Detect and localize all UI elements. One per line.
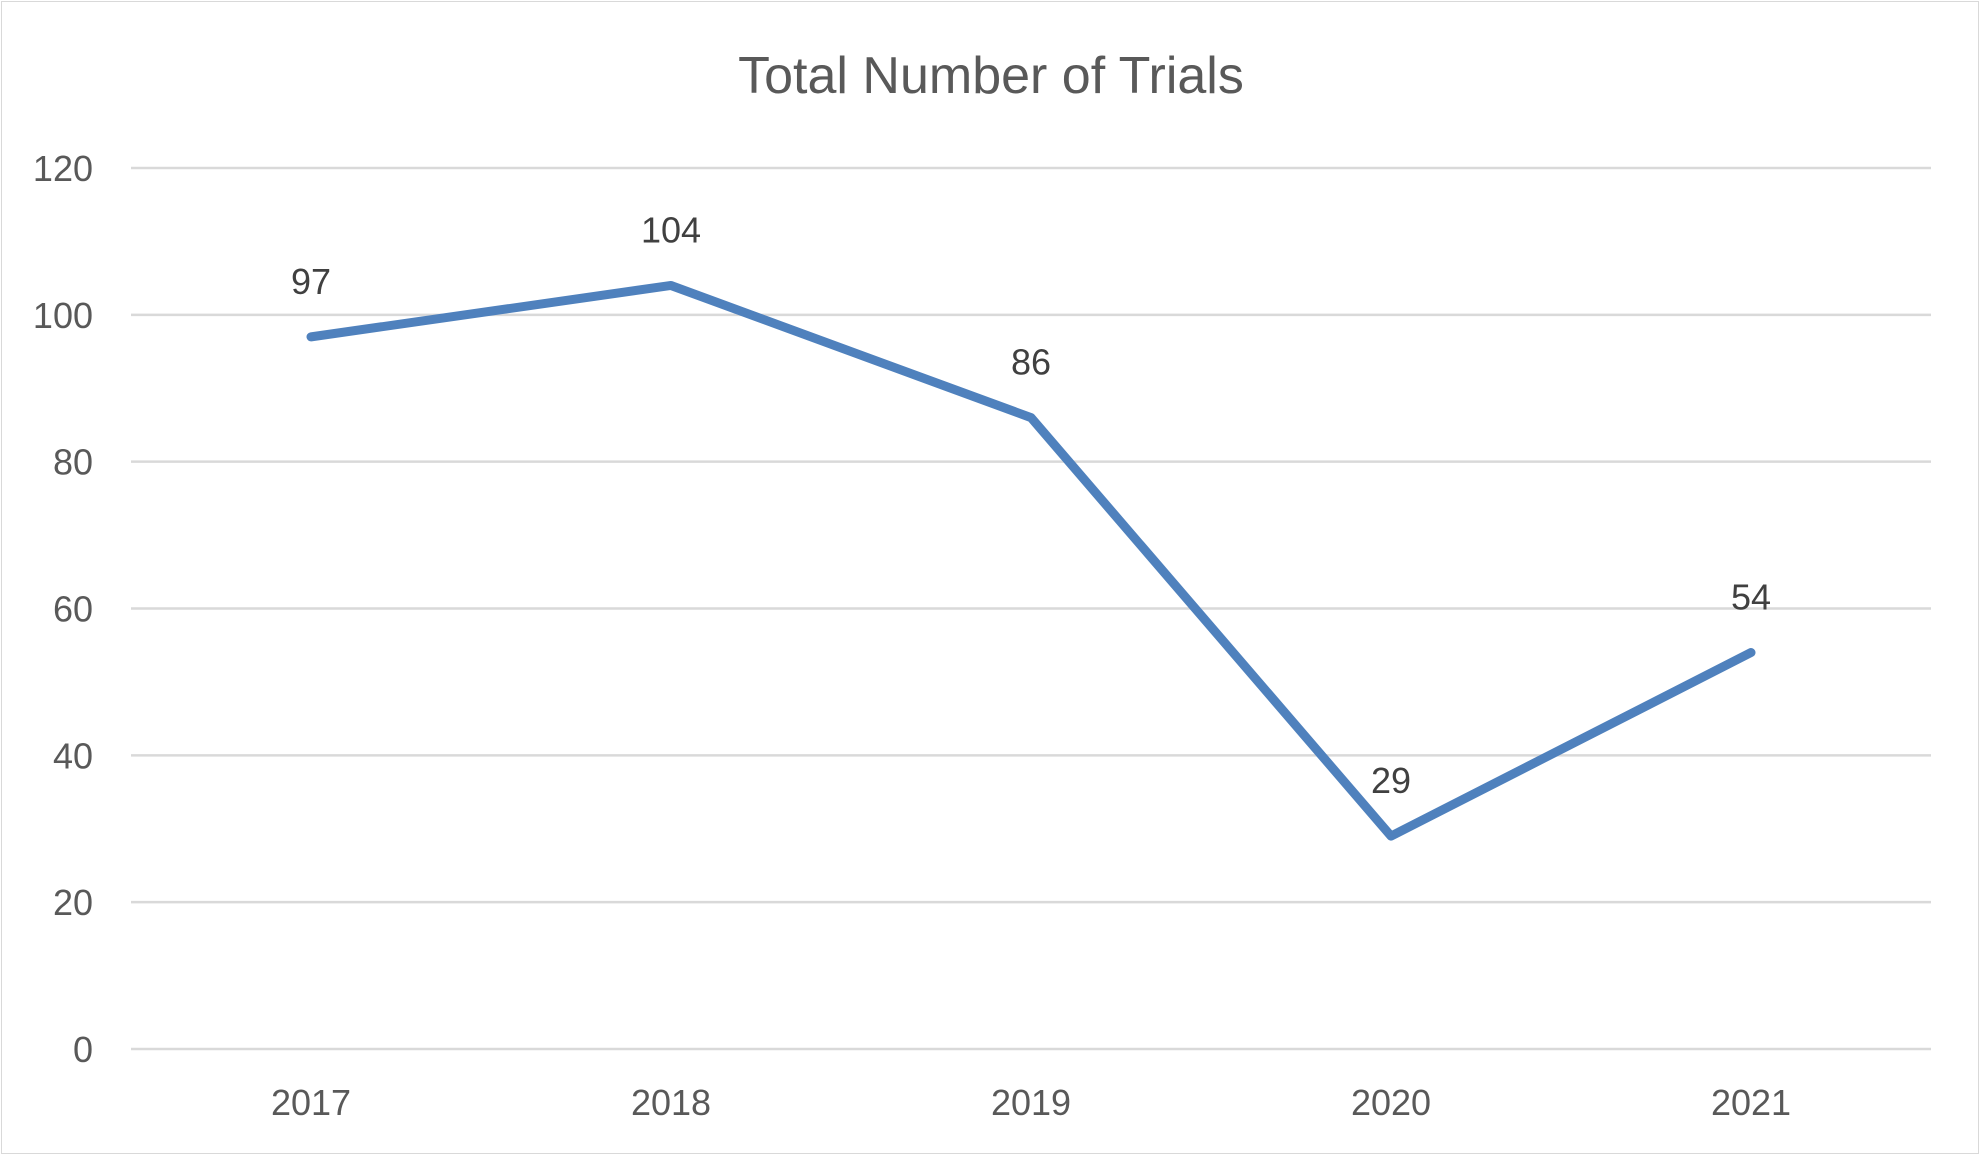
data-label: 104 (641, 209, 701, 250)
data-label: 29 (1371, 760, 1411, 801)
x-tick-label: 2019 (991, 1082, 1071, 1123)
data-label: 54 (1731, 577, 1771, 618)
x-tick-label: 2020 (1351, 1082, 1431, 1123)
data-label: 86 (1011, 342, 1051, 383)
data-label: 97 (291, 261, 331, 302)
y-tick-label: 20 (53, 882, 93, 923)
gridlines (131, 166, 1931, 1051)
series-group (306, 280, 1756, 841)
chart-title: Total Number of Trials (738, 47, 1244, 105)
y-tick-label: 40 (53, 735, 93, 776)
x-tick-label: 2021 (1711, 1082, 1791, 1123)
x-tick-label: 2017 (271, 1082, 351, 1123)
y-tick-label: 60 (53, 589, 93, 630)
data-labels: 97 104 86 29 54 (291, 209, 1771, 801)
y-tick-label: 80 (53, 442, 93, 483)
y-axis-ticks: 0 20 40 60 80 100 120 (33, 148, 93, 1070)
x-tick-label: 2018 (631, 1082, 711, 1123)
y-tick-label: 100 (33, 295, 93, 336)
y-tick-label: 0 (73, 1029, 93, 1070)
x-axis-ticks: 2017 2018 2019 2020 2021 (271, 1082, 1791, 1123)
y-tick-label: 120 (33, 148, 93, 189)
